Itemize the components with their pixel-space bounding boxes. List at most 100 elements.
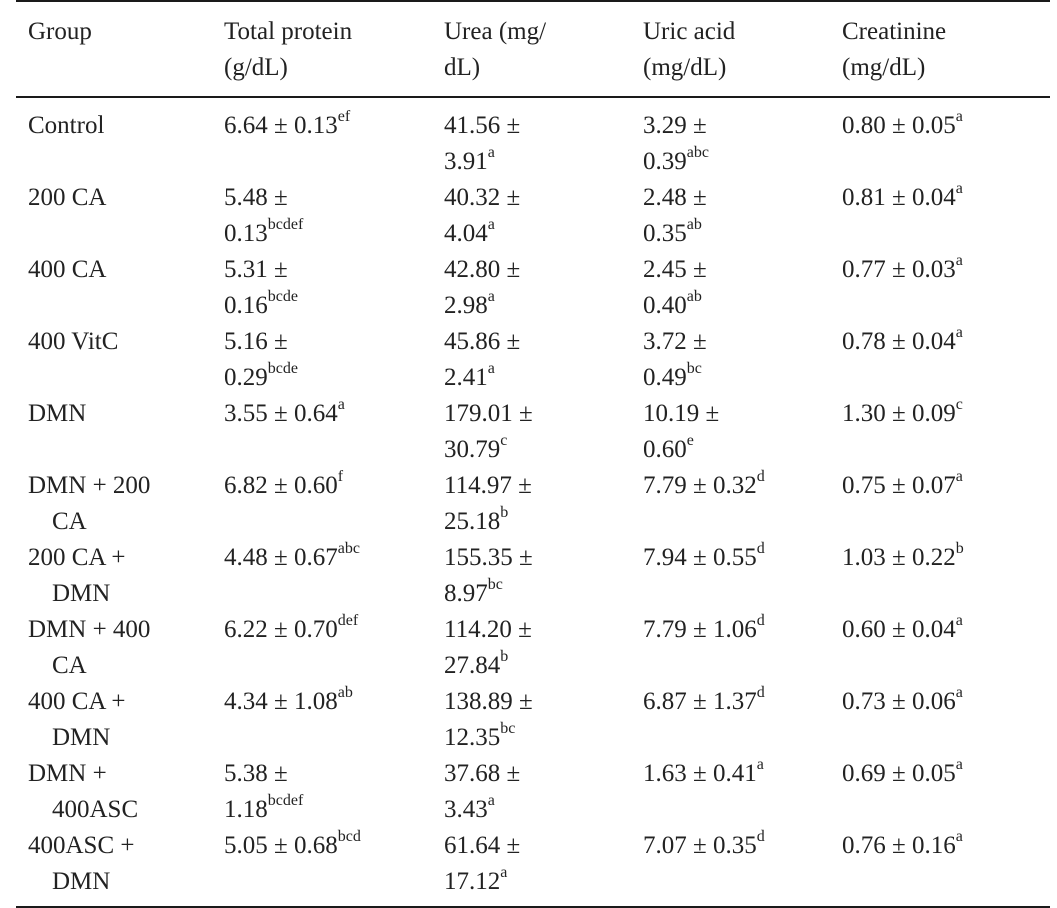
table-row: 400 VitC 5.16 ±0.29bcde 45.86 ±2.41a 3.72 ±… xyxy=(16,324,1050,396)
value-text: 7.07 ± 0.35 xyxy=(643,832,757,859)
significance-letters: ef xyxy=(337,108,351,125)
table-row: Control 6.64 ± 0.13ef 41.56 ±3.91a 3.29 ± 0.… xyxy=(16,97,1050,180)
group-label: DMN + 400 xyxy=(28,616,151,643)
value-text: 5.05 ± 0.68 xyxy=(224,832,338,859)
value-text: 2.48 ± xyxy=(643,184,707,211)
value-cell: 0.76 ± 0.16a xyxy=(830,828,1050,907)
value-text-continued: 0.35 xyxy=(643,220,687,247)
value-text-continued: 8.97 xyxy=(444,580,488,607)
significance-letters: d xyxy=(756,684,765,701)
significance-letters: a xyxy=(955,252,963,269)
value-cell: 155.35 ± 8.97bc xyxy=(432,540,631,612)
group-label: 400ASC + xyxy=(28,832,135,859)
value-cell: 5.38 ± 1.18bcdef xyxy=(212,756,432,828)
group-cell: DMN + 400 CA xyxy=(16,612,212,684)
value-cell: 114.97 ± 25.18b xyxy=(432,468,631,540)
value-cell: 114.20 ± 27.84b xyxy=(432,612,631,684)
value-text: 4.34 ± 1.08 xyxy=(224,688,338,715)
column-header-line: Total protein xyxy=(224,18,353,45)
value-cell: 41.56 ± 3.91a xyxy=(432,97,631,180)
value-cell: 0.75 ± 0.07a xyxy=(830,468,1050,540)
significance-letters: a xyxy=(955,180,963,197)
value-cell: 1.63 ± 0.41a xyxy=(631,756,830,828)
value-text-continued: 3.91 xyxy=(444,148,488,175)
significance-letters: def xyxy=(337,612,359,629)
column-header-line: Urea (mg/ xyxy=(444,18,547,45)
significance-letters: bcd xyxy=(337,828,361,845)
significance-letters: abc xyxy=(686,144,709,161)
group-label: DMN xyxy=(28,400,87,427)
value-cell: 6.64 ± 0.13ef xyxy=(212,97,432,180)
value-text: 3.29 ± xyxy=(643,112,707,139)
group-cell: DMN + 400ASC xyxy=(16,756,212,828)
value-text: 5.31 ± xyxy=(224,256,288,283)
significance-letters: bc xyxy=(686,360,702,377)
group-cell: Control xyxy=(16,97,212,180)
column-header-line: (mg/dL) xyxy=(842,54,926,81)
significance-letters: c xyxy=(500,432,508,449)
value-text: 7.79 ± 0.32 xyxy=(643,472,757,499)
table-header: Group Total protein (g/dL) Urea (mg/dL) Uric… xyxy=(16,1,1050,97)
table-row: 400 CA 5.31 ±0.16bcde 42.80 ±2.98a 2.45 ±0.… xyxy=(16,252,1050,324)
value-cell: 2.48 ± 0.35ab xyxy=(631,180,830,252)
value-cell: 5.31 ± 0.16bcde xyxy=(212,252,432,324)
value-cell: 3.55 ± 0.64a xyxy=(212,396,432,468)
column-header: Group xyxy=(16,1,212,97)
significance-letters: bc xyxy=(487,576,503,593)
value-text: 0.80 ± 0.05 xyxy=(842,112,956,139)
value-text: 6.22 ± 0.70 xyxy=(224,616,338,643)
value-text-continued: 0.39 xyxy=(643,148,687,175)
value-cell: 37.68 ± 3.43a xyxy=(432,756,631,828)
group-cell: 400 CA + DMN xyxy=(16,684,212,756)
value-cell: 7.07 ± 0.35d xyxy=(631,828,830,907)
significance-letters: a xyxy=(756,756,764,773)
significance-letters: a xyxy=(955,684,963,701)
table-row: 400 CA + DMN 4.34 ± 1.08ab 138.89 ± 12.35bc 6… xyxy=(16,684,1050,756)
table-row: DMN +400ASC 5.38 ±1.18bcdef 37.68 ±3.43a 1.… xyxy=(16,756,1050,828)
value-text: 3.55 ± 0.64 xyxy=(224,400,338,427)
value-cell: 40.32 ± 4.04a xyxy=(432,180,631,252)
value-text: 5.48 ± xyxy=(224,184,288,211)
value-text-continued: 2.41 xyxy=(444,364,488,391)
group-label-continued: CA xyxy=(52,508,87,535)
significance-letters: b xyxy=(955,540,964,557)
group-label: 200 CA + xyxy=(28,544,126,571)
value-cell: 0.80 ± 0.05a xyxy=(830,97,1050,180)
value-cell: 0.78 ± 0.04a xyxy=(830,324,1050,396)
value-text: 0.81 ± 0.04 xyxy=(842,184,956,211)
group-label: DMN + 200 xyxy=(28,472,151,499)
value-cell: 5.16 ± 0.29bcde xyxy=(212,324,432,396)
value-cell: 6.87 ± 1.37d xyxy=(631,684,830,756)
value-text-continued: 3.43 xyxy=(444,796,488,823)
significance-letters: f xyxy=(337,468,344,485)
value-cell: 2.45 ± 0.40ab xyxy=(631,252,830,324)
value-text-continued: 0.49 xyxy=(643,364,687,391)
significance-letters: abc xyxy=(337,540,360,557)
significance-letters: bcdef xyxy=(267,792,304,809)
significance-letters: a xyxy=(487,792,495,809)
significance-letters: bc xyxy=(500,720,516,737)
value-cell: 3.72 ± 0.49bc xyxy=(631,324,830,396)
value-cell: 0.77 ± 0.03a xyxy=(830,252,1050,324)
value-text: 138.89 ± xyxy=(444,688,533,715)
group-label: 400 CA xyxy=(28,256,107,283)
value-cell: 5.48 ± 0.13bcdef xyxy=(212,180,432,252)
significance-letters: a xyxy=(955,612,963,629)
value-cell: 42.80 ± 2.98a xyxy=(432,252,631,324)
significance-letters: ab xyxy=(686,288,702,305)
column-header-line: Group xyxy=(28,18,92,45)
table-body: Control 6.64 ± 0.13ef 41.56 ±3.91a 3.29 ± 0.… xyxy=(16,97,1050,907)
value-text-continued: 17.12 xyxy=(444,868,501,895)
significance-letters: a xyxy=(487,360,495,377)
value-text: 1.30 ± 0.09 xyxy=(842,400,956,427)
column-header-line: Creatinine xyxy=(842,18,947,45)
significance-letters: a xyxy=(955,828,963,845)
table-row: DMN + 200 CA 6.82 ± 0.60f 114.97 ± 25.18b 7.7… xyxy=(16,468,1050,540)
significance-letters: bcde xyxy=(267,360,298,377)
value-text-continued: 0.13 xyxy=(224,220,268,247)
group-cell: 400 CA xyxy=(16,252,212,324)
value-text: 1.03 ± 0.22 xyxy=(842,544,956,571)
column-header-line: (g/dL) xyxy=(224,54,288,81)
value-cell: 7.79 ± 0.32d xyxy=(631,468,830,540)
value-text: 114.20 ± xyxy=(444,616,532,643)
